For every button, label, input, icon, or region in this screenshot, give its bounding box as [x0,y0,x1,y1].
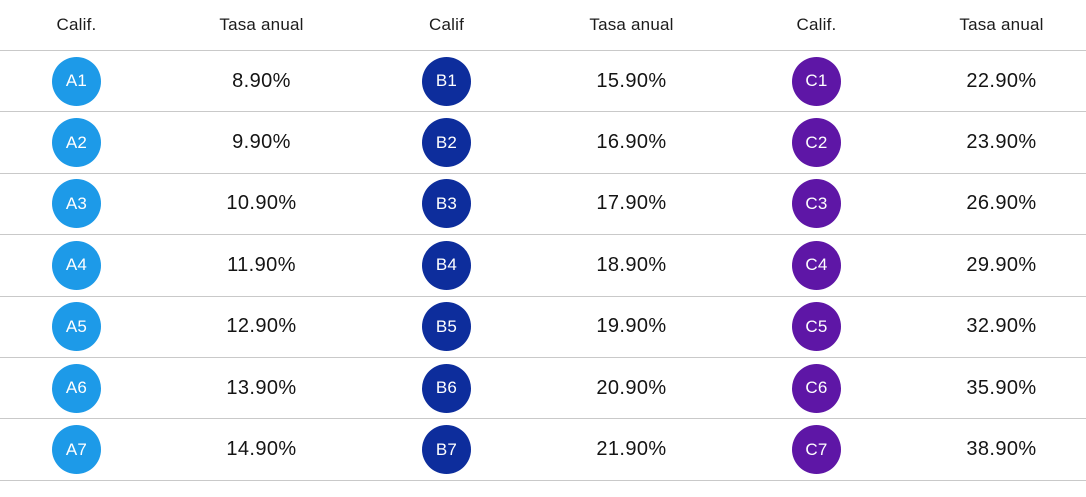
rates-table: Calif. Tasa anual Calif Tasa anual Calif… [0,0,1086,481]
rate-value: 11.90% [227,253,296,276]
grade-badge: B4 [422,240,471,290]
grade-badge: B2 [422,118,471,168]
table-body: A1 8.90% B1 15.90% C1 22.90% A2 9.90% B2 16.90% C2… [0,51,1086,481]
grade-badge: B3 [422,179,471,229]
rate-value: 19.90% [596,315,667,338]
grade-badge-cell: C6 [792,363,841,413]
grade-badge: C7 [792,425,841,475]
grade-badge: C1 [792,56,841,106]
grade-badge-cell: C2 [792,118,841,168]
table-row: A3 10.90% B3 17.90% C3 26.90% [0,174,1086,236]
rate-value: 20.90% [596,376,667,399]
rate-value: 35.90% [966,376,1037,399]
grade-badge: C5 [792,302,841,352]
grade-badge: C6 [792,363,841,413]
rate-value: 9.90% [232,131,291,154]
rate-value: 10.90% [226,192,297,215]
grade-badge: C4 [792,240,841,290]
grade-badge: B7 [422,425,471,475]
rate-value: 29.90% [966,253,1037,276]
rate-value: 16.90% [596,131,667,154]
grade-badge-cell: B3 [422,179,471,229]
rate-value: 32.90% [966,315,1037,338]
grade-badge: A7 [52,425,101,475]
table-row: A7 14.90% B7 21.90% C7 38.90% [0,419,1086,481]
grade-badge-cell: C5 [792,302,841,352]
col-header-calif-c: Calif. [796,15,837,34]
grade-badge-cell: C3 [792,179,841,229]
col-header-rate-c: Tasa anual [959,15,1044,34]
grade-badge-cell: C4 [792,240,841,290]
rate-value: 22.90% [966,69,1037,92]
grade-badge: B6 [422,363,471,413]
grade-badge-cell: B5 [422,302,471,352]
grade-badge-cell: A4 [52,240,101,290]
rate-value: 26.90% [966,192,1037,215]
table-header-row: Calif. Tasa anual Calif Tasa anual Calif… [0,0,1086,51]
rate-value: 13.90% [226,376,297,399]
grade-badge: A3 [52,179,101,229]
grade-badge-cell: B6 [422,363,471,413]
grade-badge-cell: C1 [792,56,841,106]
rate-value: 17.90% [596,192,667,215]
grade-badge-cell: A3 [52,179,101,229]
rate-value: 38.90% [966,438,1037,461]
col-header-calif-a: Calif. [56,15,97,34]
col-header-calif-b: Calif [428,15,464,34]
grade-badge-cell: B4 [422,240,471,290]
grade-badge: A4 [52,240,101,290]
rate-value: 21.90% [596,438,667,461]
grade-badge-cell: A6 [52,363,101,413]
rate-value: 23.90% [966,131,1037,154]
grade-badge: A1 [52,56,101,106]
table-row: A2 9.90% B2 16.90% C2 23.90% [0,112,1086,174]
table-row: A6 13.90% B6 20.90% C6 35.90% [0,358,1086,420]
grade-badge: A5 [52,302,101,352]
rate-value: 18.90% [596,253,667,276]
rate-value: 15.90% [596,69,667,92]
table-row: A5 12.90% B5 19.90% C5 32.90% [0,297,1086,358]
grade-badge-cell: C7 [792,425,841,475]
table-row: A1 8.90% B1 15.90% C1 22.90% [0,51,1086,113]
grade-badge-cell: A7 [52,425,101,475]
grade-badge: A2 [52,118,101,168]
grade-badge-cell: B7 [422,425,471,475]
rate-value: 14.90% [226,438,297,461]
col-header-rate-a: Tasa anual [219,15,304,34]
grade-badge: B1 [422,56,471,106]
grade-badge-cell: B1 [422,56,471,106]
grade-badge: C3 [792,179,841,229]
table-row: A4 11.90% B4 18.90% C4 29.90% [0,235,1086,297]
grade-badge: B5 [422,302,471,352]
grade-badge-cell: A5 [52,302,101,352]
grade-badge: A6 [52,363,101,413]
grade-badge-cell: B2 [422,118,471,168]
rate-value: 12.90% [226,315,297,338]
col-header-rate-b: Tasa anual [589,15,674,34]
grade-badge-cell: A2 [52,118,101,168]
rate-value: 8.90% [232,69,291,92]
grade-badge: C2 [792,118,841,168]
grade-badge-cell: A1 [52,56,101,106]
